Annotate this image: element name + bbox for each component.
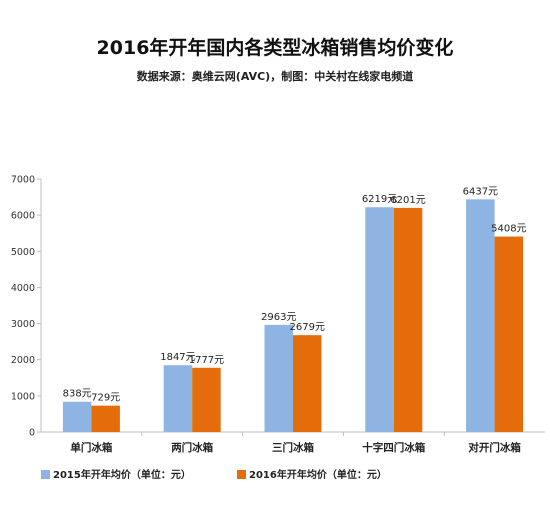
legend-swatch	[41, 470, 50, 479]
y-tick-label: 4000	[11, 283, 35, 294]
bar-series-2	[91, 405, 120, 432]
bar-data-label: 6201元	[390, 195, 425, 206]
y-tick-label: 0	[29, 428, 35, 439]
bar-series-1	[163, 365, 193, 432]
bar-series-1	[264, 324, 293, 432]
legend-label: 2015年开年均价（单位：元）	[53, 468, 191, 481]
y-axis: 0 1000 2000 3000 4000 5000 6000 7000	[11, 175, 42, 439]
bar-series-1	[466, 199, 495, 432]
y-tick-label: 1000	[11, 391, 35, 402]
legend-label: 2016年开年均价（单位：元）	[249, 468, 387, 481]
category-label: 对开门冰箱	[468, 441, 521, 454]
bar-data-label: 1847元	[160, 352, 195, 363]
bar-series-2	[192, 367, 221, 432]
bar-data-label: 838元	[63, 389, 92, 400]
y-tick-label: 3000	[11, 319, 35, 330]
bar-data-label: 5408元	[491, 224, 526, 235]
bar-data-label: 729元	[91, 393, 120, 404]
category-label: 十字四门冰箱	[362, 441, 425, 454]
bar-series-2	[393, 207, 423, 432]
bar-data-label: 1777元	[189, 355, 224, 366]
y-tick-label: 7000	[11, 175, 35, 186]
category-label: 单门冰箱	[70, 441, 112, 454]
bar-data-label: 6219元	[362, 194, 397, 205]
bar-series-1	[365, 207, 394, 432]
bar-data-label: 2679元	[290, 322, 325, 333]
chart-title: 2016年开年国内各类型冰箱销售均价变化	[97, 36, 454, 59]
legend: 2015年开年均价（单位：元） 2016年开年均价（单位：元）	[41, 468, 387, 481]
bar-series-1	[62, 401, 92, 432]
chart-subtitle: 数据来源：奥维云网(AVC)，制图：中关村在线家电频道	[137, 69, 413, 83]
y-tick-label: 2000	[11, 355, 35, 366]
bar-series-2	[494, 236, 524, 432]
bars	[62, 199, 524, 432]
y-tick-label: 5000	[11, 247, 35, 258]
bar-series-2	[293, 335, 322, 432]
y-tick-label: 6000	[11, 211, 35, 222]
category-label: 两门冰箱	[171, 441, 213, 454]
category-label: 三门冰箱	[272, 441, 314, 454]
legend-swatch	[237, 470, 246, 479]
bar-data-label: 2963元	[261, 312, 296, 323]
bar-data-label: 6437元	[463, 186, 498, 197]
x-axis: 单门冰箱 两门冰箱 三门冰箱 十字四门冰箱 对开门冰箱	[41, 431, 545, 454]
